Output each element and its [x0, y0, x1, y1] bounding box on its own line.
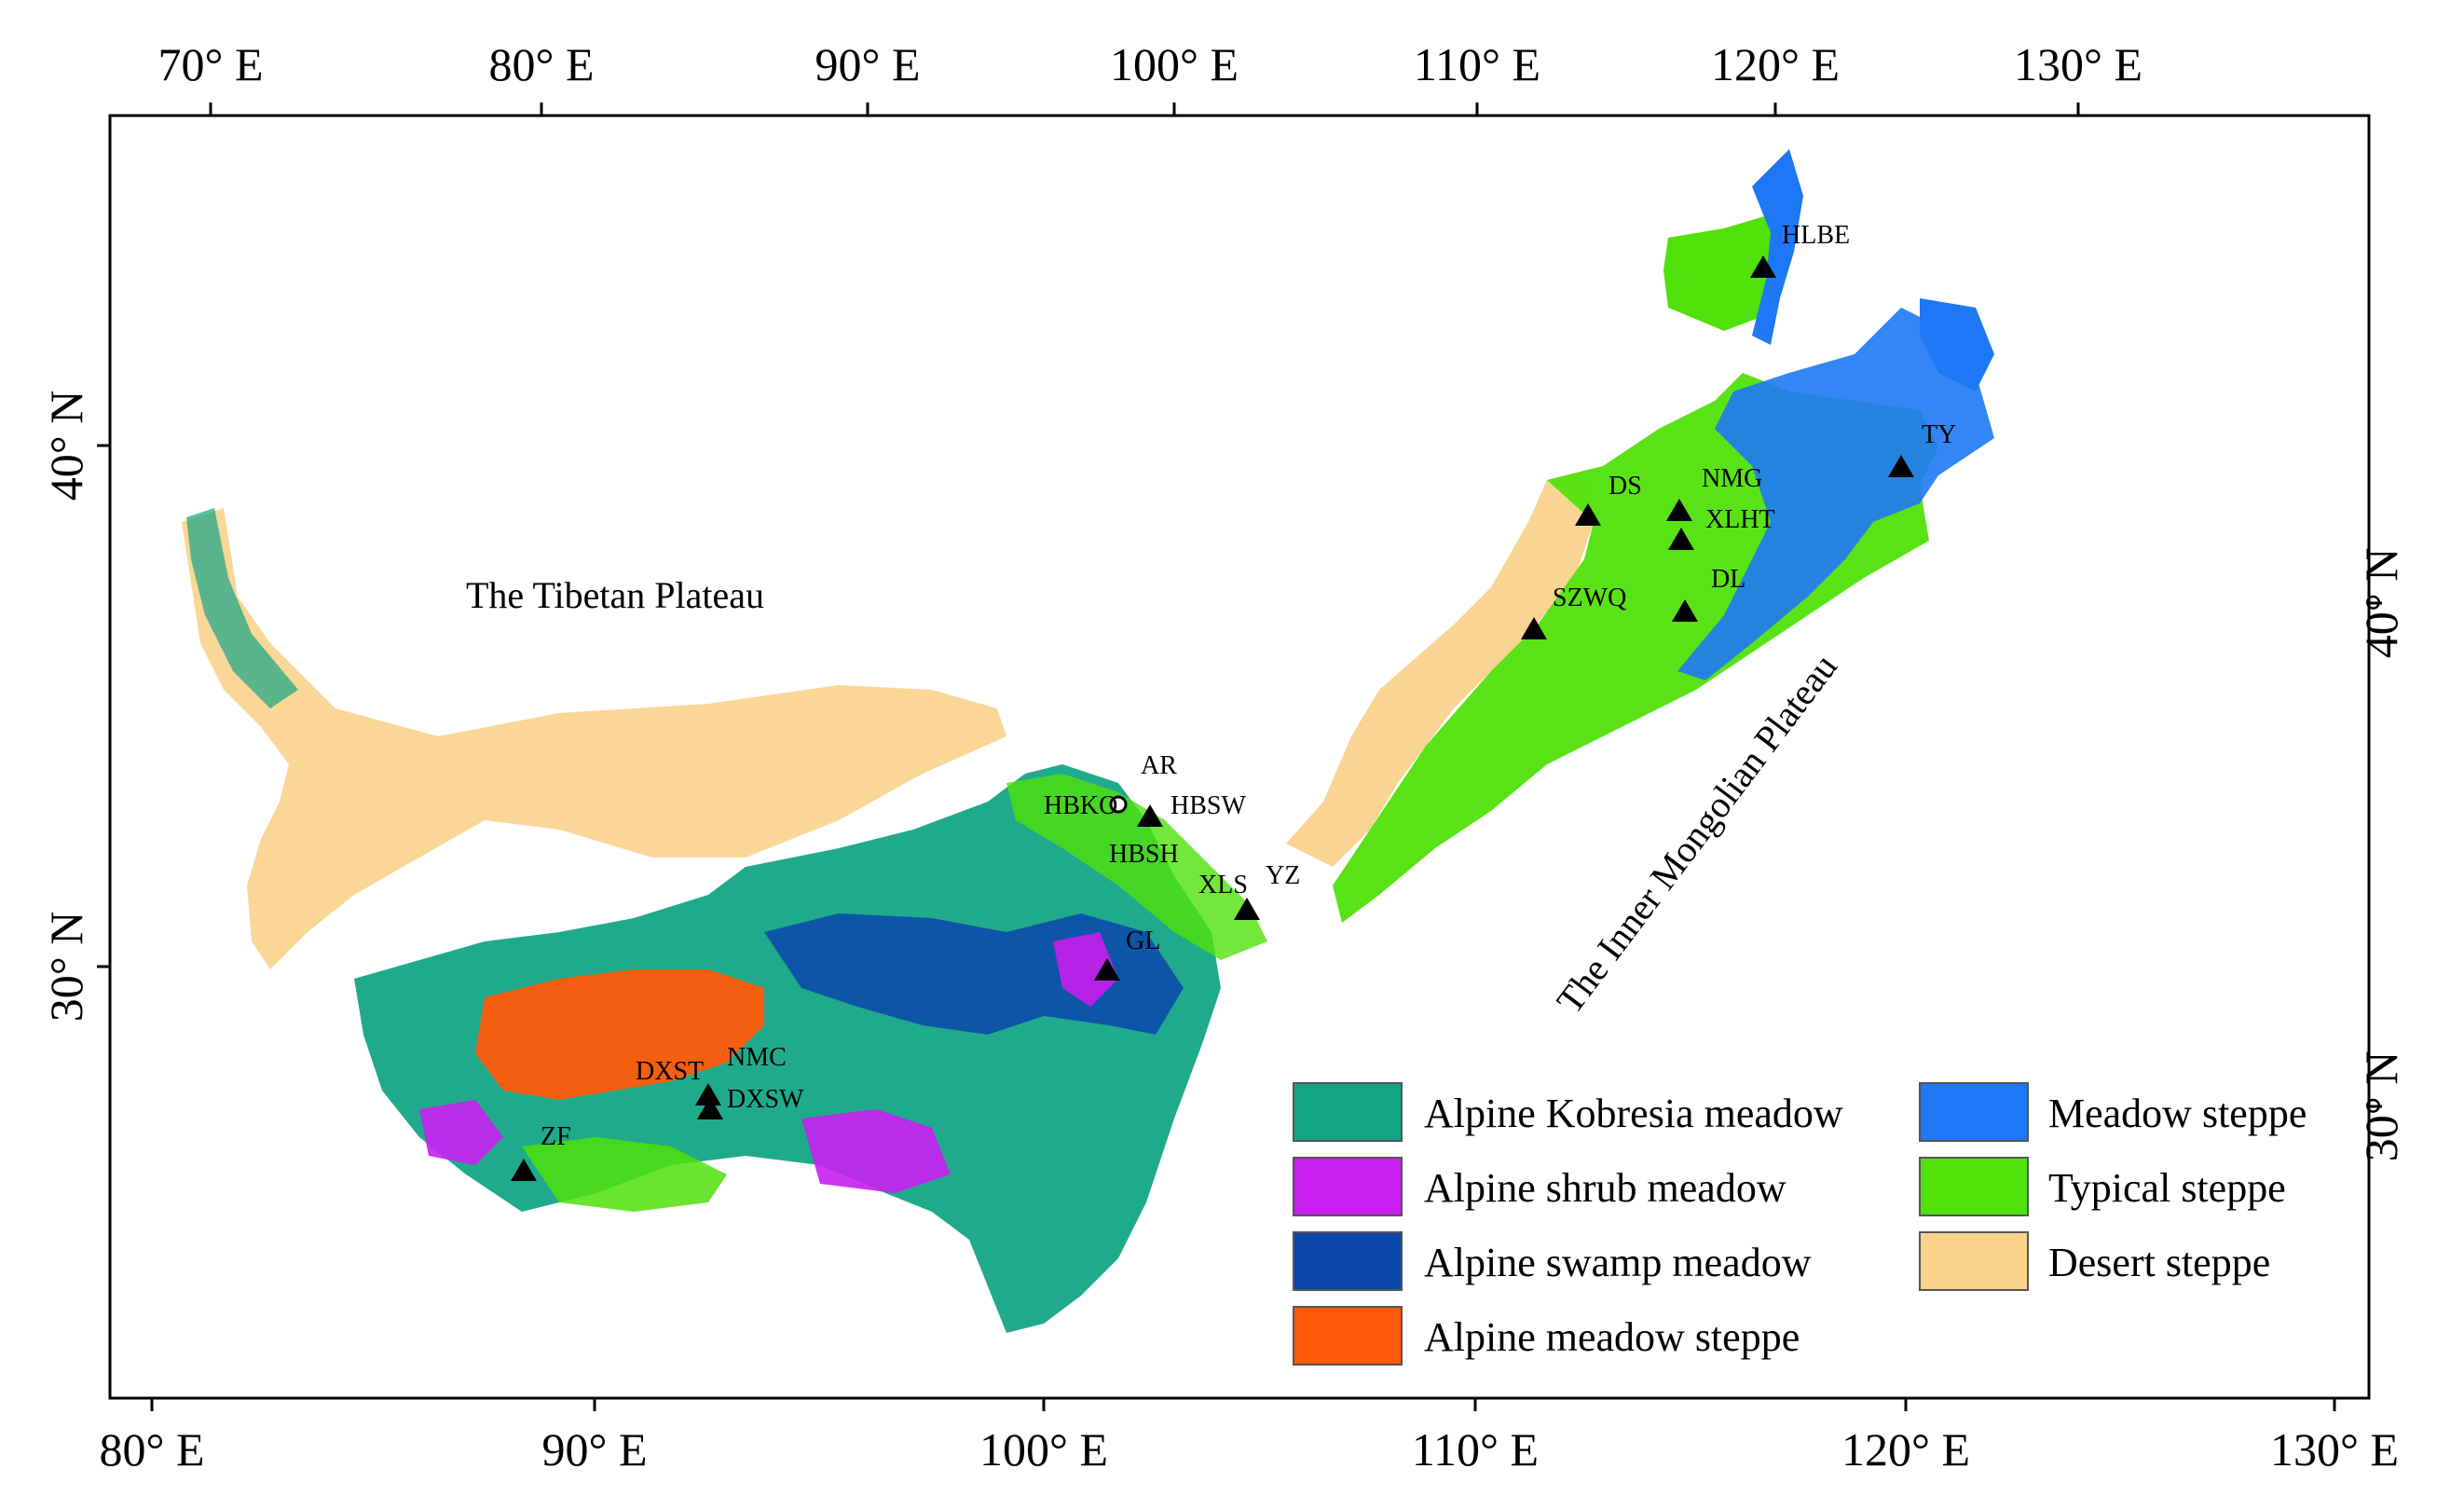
station-label-nmc: NMC: [727, 1043, 787, 1072]
top-tick-label: 90° E: [814, 38, 920, 90]
station-marker-xls[interactable]: [1234, 898, 1260, 920]
legend: Alpine Kobresia meadow Alpine shrub mead…: [1293, 1082, 2307, 1366]
top-axis-ticks: [209, 103, 2080, 116]
station-label-ds: DS: [1608, 472, 1642, 501]
top-tick-label: 110° E: [1414, 38, 1540, 90]
legend-swatch: [1293, 1306, 1403, 1366]
region-meadow-steppe-hlbe: [1752, 149, 1803, 345]
region-meadow-steppe-east: [1920, 298, 1994, 391]
left-axis-labels: 40° N 30° N: [40, 391, 92, 1023]
bottom-tick-label: 110° E: [1412, 1423, 1539, 1476]
top-tick-label: 70° E: [157, 38, 263, 90]
top-tick-label: 100° E: [1110, 38, 1239, 90]
legend-swatch: [1919, 1231, 2029, 1291]
legend-label: Alpine shrub meadow: [1424, 1165, 1786, 1211]
region-desert-steppe-west: [182, 508, 1006, 969]
station-label-ar: AR: [1141, 751, 1177, 780]
bottom-axis-ticks: [150, 1398, 2336, 1411]
legend-label: Alpine swamp meadow: [1424, 1240, 1812, 1285]
bottom-tick-label: 80° E: [99, 1423, 204, 1476]
bottom-axis-labels: 80° E 90° E 100° E 110° E 120° E 130° E: [99, 1423, 2399, 1476]
station-label-nmg: NMG: [1702, 464, 1762, 493]
right-tick-label: 40° N: [2355, 548, 2407, 659]
legend-swatch: [1919, 1082, 2029, 1142]
region-meadow-steppe-ne: [1677, 308, 1994, 680]
top-tick-label: 130° E: [2014, 38, 2142, 90]
station-marker-ty[interactable]: [1888, 455, 1914, 477]
legend-label: Alpine meadow steppe: [1424, 1314, 1800, 1360]
bottom-tick-label: 130° E: [2270, 1423, 2399, 1476]
station-label-dxst: DXST: [636, 1057, 704, 1086]
legend-swatch: [1293, 1082, 1403, 1142]
region-typical-steppe-south: [522, 1137, 727, 1212]
top-tick-label: 80° E: [488, 38, 594, 90]
station-marker-hbko[interactable]: [1109, 795, 1128, 814]
region-kobresia-west-strip: [186, 508, 298, 708]
bottom-tick-label: 120° E: [1841, 1423, 1970, 1476]
station-label-hlbe: HLBE: [1782, 221, 1850, 250]
right-axis-ticks: [2369, 601, 2382, 1108]
station-label-zf: ZF: [541, 1122, 571, 1151]
top-axis-labels: 70° E 80° E 90° E 100° E 110° E 120° E 1…: [157, 38, 2142, 90]
station-marker-xlht[interactable]: [1668, 528, 1694, 550]
legend-label: Desert steppe: [2048, 1240, 2270, 1285]
region-desert-steppe-ne: [1286, 471, 1594, 867]
station-label-szwq: SZWQ: [1553, 583, 1626, 612]
station-label-hbsw: HBSW: [1170, 791, 1246, 820]
station-markers: [511, 255, 1914, 1181]
right-tick-label: 30° N: [2355, 1051, 2407, 1162]
region-alpine-shrub-1: [801, 1109, 951, 1193]
legend-swatch: [1919, 1157, 2029, 1216]
region-typical-steppe-hlbe: [1663, 214, 1780, 331]
station-marker-dxst[interactable]: [695, 1083, 721, 1105]
station-label-hbsh: HBSH: [1109, 840, 1179, 869]
right-axis-labels: 40° N 30° N: [2355, 548, 2407, 1162]
region-alpine-shrub-2: [419, 1100, 503, 1165]
legend-swatch: [1293, 1157, 1403, 1216]
station-labels: HLBE TY DS NMG XLHT DL SZWQ AR HBKO HBSW…: [541, 221, 1956, 1151]
station-marker-hbsw[interactable]: [1137, 804, 1163, 827]
bottom-tick-label: 100° E: [979, 1423, 1108, 1476]
region-alpine-meadow-steppe: [475, 969, 764, 1100]
bottom-tick-label: 90° E: [541, 1423, 647, 1476]
legend-label: Alpine Kobresia meadow: [1424, 1091, 1843, 1136]
station-label-ty: TY: [1922, 420, 1956, 449]
station-marker-zf[interactable]: [511, 1159, 537, 1181]
station-label-hbko: HBKO: [1044, 791, 1117, 820]
station-marker-dl[interactable]: [1672, 599, 1698, 622]
station-label-dxsw: DXSW: [727, 1085, 804, 1114]
left-tick-label: 40° N: [40, 391, 92, 501]
station-label-dl: DL: [1711, 565, 1745, 594]
station-marker-gl[interactable]: [1094, 958, 1120, 981]
legend-swatch: [1293, 1231, 1403, 1291]
station-marker-dxsw[interactable]: [697, 1097, 723, 1119]
grassland-regions: [182, 149, 1994, 1333]
station-label-xls: XLS: [1198, 871, 1248, 899]
legend-label: Typical steppe: [2048, 1165, 2286, 1211]
station-marker-ds[interactable]: [1575, 503, 1601, 526]
station-marker-szwq[interactable]: [1521, 617, 1547, 639]
station-marker-nmg[interactable]: [1666, 499, 1692, 521]
region-alpine-shrub-3: [1053, 932, 1118, 1007]
station-label-gl: GL: [1126, 927, 1160, 955]
top-tick-label: 120° E: [1711, 38, 1840, 90]
left-axis-ticks: [97, 444, 110, 968]
station-label-xlht: XLHT: [1705, 505, 1775, 534]
left-tick-label: 30° N: [40, 912, 92, 1023]
region-label-tibet: The Tibetan Plateau: [466, 574, 764, 616]
region-typical-steppe-plateau: [1006, 774, 1267, 960]
legend-label: Meadow steppe: [2048, 1091, 2307, 1136]
station-label-yz: YZ: [1266, 861, 1300, 890]
station-marker-hlbe[interactable]: [1750, 255, 1776, 278]
